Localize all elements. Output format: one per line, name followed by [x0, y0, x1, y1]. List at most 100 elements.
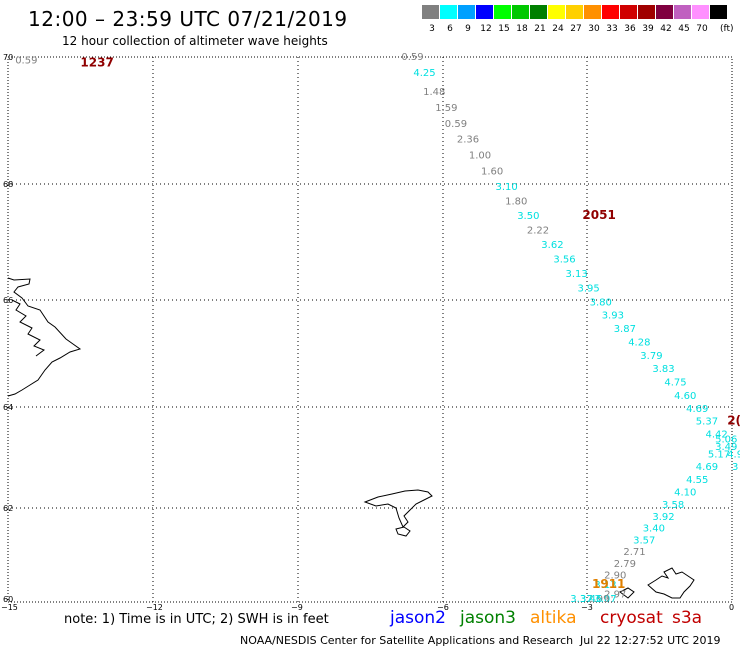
- wave-height-label: 2.22: [527, 225, 549, 236]
- wave-height-label: 2.97: [604, 589, 626, 600]
- lon-label: −9: [291, 603, 303, 612]
- wave-height-label: 3.49: [715, 442, 737, 453]
- legend-swatch: [530, 5, 547, 19]
- shetland-islet: [619, 587, 635, 599]
- legend-swatch: [566, 5, 583, 19]
- mission-label-cryosat: cryosat: [600, 608, 663, 628]
- lon-label: −12: [146, 603, 163, 612]
- wave-height-label: 1.60: [481, 167, 503, 178]
- lon-label: 0: [729, 603, 734, 612]
- legend-swatch: [512, 5, 529, 19]
- wave-height-label: 4.75: [664, 378, 686, 389]
- iceland-coast: [7, 277, 82, 397]
- map-subtitle: 12 hour collection of altimeter wave hei…: [62, 34, 328, 48]
- map-frame: [7, 56, 733, 603]
- wave-height-label: 2.90: [604, 571, 626, 582]
- lat-label: 68: [3, 180, 13, 189]
- legend-label: 12: [480, 24, 492, 34]
- wave-height-label: 3.46: [580, 594, 602, 605]
- wave-height-label: 3.83: [652, 364, 674, 375]
- generation-timestamp: Jul 22 12:27:52 UTC 2019: [580, 634, 721, 647]
- legend-swatch: [620, 5, 637, 19]
- lon-label: −15: [1, 603, 18, 612]
- wave-height-label: 3.10: [496, 182, 518, 193]
- legend-swatch: [674, 5, 691, 19]
- wave-height-label: 4.42: [706, 429, 728, 440]
- mission-label-altika: altika: [530, 608, 577, 628]
- wave-height-label: 2.79: [614, 559, 636, 570]
- wave-height-label: 3.87: [614, 324, 636, 335]
- legend-swatch: [584, 5, 601, 19]
- legend-swatch: [548, 5, 565, 19]
- wave-height-label: 3.95: [578, 283, 600, 294]
- pass-time-label: 1237: [80, 56, 113, 70]
- wave-height-label: 1.00: [469, 151, 491, 162]
- lon-label: −6: [437, 603, 449, 612]
- wave-height-label: 3.37: [570, 594, 592, 605]
- wave-height-label: 4.69: [686, 404, 708, 415]
- pass-time-label: 2051: [582, 208, 615, 222]
- legend-label: 27: [570, 24, 582, 34]
- lon-label: −3: [581, 603, 593, 612]
- wave-height-label: 3.56: [553, 254, 575, 265]
- wave-height-label: 5.37: [696, 417, 718, 428]
- observation-layer: 0.59 0.59 4.25 1.48 1.59 0.59 2.36 1.00 1.60 3.10…: [15, 52, 740, 605]
- wave-height-label: 3.50: [517, 211, 539, 222]
- wave-height-label: 3.79: [640, 351, 662, 362]
- mission-label-jason3: jason3: [460, 608, 516, 628]
- wave-height-label: 1.59: [435, 103, 457, 114]
- iceland-fjords: [11, 299, 46, 357]
- wave-height-label: 0.59: [15, 55, 37, 66]
- wave-height-label: 2.36: [457, 135, 479, 146]
- lat-label: 60: [3, 595, 13, 604]
- wave-height-label: 4.69: [696, 462, 718, 473]
- legend-swatch: [710, 5, 727, 19]
- map-title: 12:00 – 23:59 UTC 07/21/2019: [28, 7, 348, 31]
- wave-height-label: 5.06: [715, 434, 737, 445]
- wave-height-label: 1.80: [505, 196, 527, 207]
- legend-swatch: [602, 5, 619, 19]
- legend-label: 15: [498, 24, 510, 34]
- legend-label: 42: [660, 24, 672, 34]
- wave-height-label: 3: [732, 462, 738, 473]
- latitude-labels: 70 68 66 64 62 60: [3, 53, 13, 604]
- wave-height-label: 2.71: [623, 547, 645, 558]
- legend-swatch: [656, 5, 673, 19]
- faroe-islet: [395, 526, 411, 537]
- graticule: [8, 57, 732, 602]
- wave-height-label: 2.99: [587, 594, 609, 605]
- wave-height-label: 3.40: [643, 524, 665, 535]
- lat-label: 70: [3, 53, 13, 62]
- wave-height-label: 4.9: [727, 450, 740, 461]
- mission-label-s3a: s3a: [672, 608, 703, 628]
- legend-label: 36: [624, 24, 636, 34]
- legend-label: 30: [588, 24, 600, 34]
- wave-height-label: 0.59: [401, 52, 423, 63]
- wave-height-label: 3.07: [594, 594, 616, 605]
- wave-height-label: 4.25: [413, 68, 435, 79]
- legend-label: 9: [465, 24, 471, 34]
- legend-unit: (ft): [720, 24, 734, 34]
- coastlines: [7, 277, 695, 599]
- legend-swatch: [476, 5, 493, 19]
- wave-height-label: 1.48: [423, 87, 445, 98]
- wave-height-label: 4.10: [674, 487, 696, 498]
- longitude-labels: −15 −12 −9 −6 −3 0: [1, 603, 734, 612]
- wave-height-label: 4.55: [686, 475, 708, 486]
- wave-height-label: 3.13: [566, 269, 588, 280]
- wave-height-label: 3.92: [652, 512, 674, 523]
- pass-time-label: 1911: [592, 577, 625, 591]
- legend-label: 3: [429, 24, 435, 34]
- wave-height-label: 4.60: [674, 391, 696, 402]
- legend-label: 21: [534, 24, 546, 34]
- legend-label: 18: [516, 24, 528, 34]
- wave-height-label: 3.80: [590, 297, 612, 308]
- legend-label: 39: [642, 24, 654, 34]
- faroe-islands: [363, 489, 433, 528]
- legend-swatch: [440, 5, 457, 19]
- wave-height-label: 3.62: [541, 240, 563, 251]
- legend-label: 6: [447, 24, 453, 34]
- legend-label: 45: [678, 24, 690, 34]
- footer-note: note: 1) Time is in UTC; 2) SWH is in fe…: [64, 612, 329, 627]
- lat-label: 66: [3, 296, 13, 305]
